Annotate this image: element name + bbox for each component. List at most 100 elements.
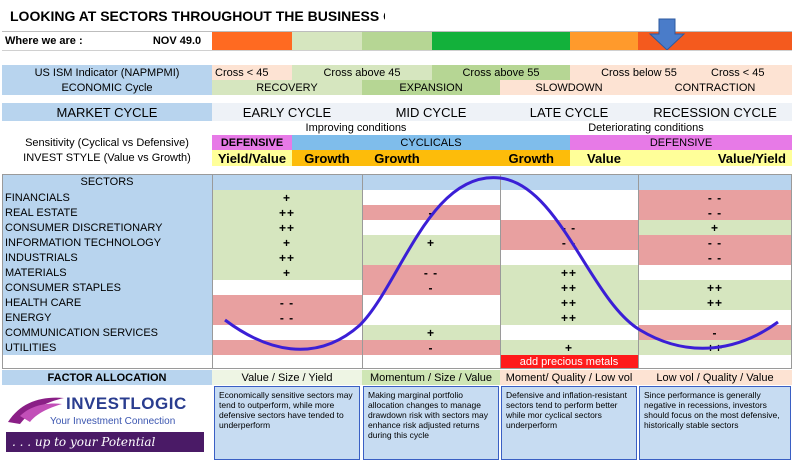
spacer-row <box>2 95 792 103</box>
sector-signal: - - <box>638 250 792 265</box>
invest-style: Value/Yield <box>638 150 792 166</box>
sector-name: INFORMATION TECHNOLOGY <box>2 235 212 250</box>
sector-name: UTILITIES <box>2 340 212 355</box>
sector-signal <box>500 325 638 340</box>
ism-value: Cross < 45 <box>708 65 792 80</box>
note-mid-cycle: Making marginal portfolio allocation cha… <box>363 386 499 460</box>
sector-signal: ++ <box>500 280 638 295</box>
sector-signal <box>500 250 638 265</box>
precious-metals-note: add precious metals <box>500 355 638 369</box>
sector-signal <box>500 205 638 220</box>
economic-phase: CONTRACTION <box>638 80 792 95</box>
grid-line <box>212 174 213 369</box>
sector-signal: ++ <box>212 220 362 235</box>
note-early-cycle: Economically sensitive sectors may tend … <box>214 386 360 460</box>
ism-value: Cross < 45 <box>212 65 292 80</box>
sector-signal: - - <box>212 295 362 310</box>
sector-signal: ++ <box>638 280 792 295</box>
sensitivity-label: Sensitivity (Cyclical vs Defensive) <box>25 136 189 149</box>
invest-style: Yield/Value <box>212 150 292 166</box>
investlogic-logo: INVESTLOGIC Your Investment Connection .… <box>4 388 209 460</box>
sector-signal <box>638 265 792 280</box>
invest-style: Growth <box>292 150 362 166</box>
market-phase: LATE CYCLE <box>500 103 638 121</box>
sector-signal: - - <box>500 235 638 250</box>
sector-signal: + <box>212 190 362 205</box>
sector-signal: - - <box>362 265 500 280</box>
sector-name: MATERIALS <box>2 265 212 280</box>
logo-slogan: . . . up to your Potential <box>6 432 204 452</box>
note-recession-cycle: Since performance is generally negative … <box>639 386 791 460</box>
sector-name: REAL ESTATE <box>2 205 212 220</box>
factor-value: Moment/ Quality / Low vol <box>500 370 638 385</box>
factor-value: Value / Size / Yield <box>212 370 362 385</box>
sector-signal <box>212 340 362 355</box>
invest-style: Value <box>570 150 638 166</box>
sectors-header-fill <box>362 174 500 190</box>
sector-signal: - - <box>638 235 792 250</box>
sector-signal: ++ <box>500 265 638 280</box>
sector-signal: ++ <box>212 250 362 265</box>
current-position-arrow-icon <box>648 18 686 51</box>
sensitivity-defensive: DEFENSIVE <box>212 135 292 150</box>
sector-signal <box>212 280 362 295</box>
factor-label: FACTOR ALLOCATION <box>2 370 212 385</box>
sector-signal: + <box>500 340 638 355</box>
sector-signal: + <box>212 265 362 280</box>
sector-signal: ++ <box>638 340 792 355</box>
sectors-header-fill <box>638 174 792 190</box>
ism-value: Cross below 55 <box>570 65 708 80</box>
invest-style: Growth <box>362 150 432 166</box>
market-phase: MID CYCLE <box>362 103 500 121</box>
sector-signal: - <box>638 325 792 340</box>
sector-signal <box>362 310 500 325</box>
sector-signal: ++ <box>212 205 362 220</box>
sector-signal: - <box>362 280 500 295</box>
sector-signal: - - <box>212 310 362 325</box>
conditions-improving: Improving conditions <box>305 122 407 134</box>
spacer-row <box>2 50 792 65</box>
sector-signal: + <box>362 325 500 340</box>
grid-line <box>362 174 363 369</box>
sector-name: CONSUMER DISCRETIONARY <box>2 220 212 235</box>
where-label: Where we are : <box>5 35 83 47</box>
sector-signal <box>638 310 792 325</box>
sector-signal <box>500 190 638 205</box>
sector-signal <box>212 325 362 340</box>
economic-phase: SLOWDOWN <box>500 80 638 95</box>
sector-signal <box>362 220 500 235</box>
sector-name: HEALTH CARE <box>2 295 212 310</box>
factor-value: Low vol / Quality / Value <box>638 370 792 385</box>
sensitivity-cyclicals: CYCLICALS <box>292 135 570 150</box>
market-label: MARKET CYCLE <box>2 103 212 121</box>
sectors-header: SECTORS <box>2 174 212 190</box>
ism-value: Cross above 55 <box>432 65 570 80</box>
phase-band-recovery <box>292 32 362 50</box>
sector-name: CONSUMER STAPLES <box>2 280 212 295</box>
phase-band-slowdown <box>570 32 638 50</box>
sector-signal: + <box>362 235 500 250</box>
economic-label: ECONOMIC Cycle <box>2 80 212 95</box>
divider <box>2 31 792 32</box>
sector-name: COMMUNICATION SERVICES <box>2 325 212 340</box>
sector-signal: - <box>362 340 500 355</box>
sector-signal <box>362 295 500 310</box>
sector-signal: ++ <box>500 310 638 325</box>
sector-signal <box>362 250 500 265</box>
invest-style: Growth <box>432 150 570 166</box>
swoosh-icon <box>8 397 64 424</box>
sector-name: ENERGY <box>2 310 212 325</box>
sector-signal: - <box>362 205 500 220</box>
logo-name: INVESTLOGIC <box>66 394 187 413</box>
economic-phase: RECOVERY <box>212 80 362 95</box>
ism-value: Cross above 45 <box>292 65 432 80</box>
page-title: LOOKING AT SECTORS THROUGHOUT THE BUSINE… <box>10 8 385 24</box>
market-phase: RECESSION CYCLE <box>638 103 792 121</box>
sectors-header-fill <box>212 174 362 190</box>
phase-band-early <box>212 32 292 50</box>
grid-line <box>638 174 639 369</box>
logo-tagline: Your Investment Connection <box>50 416 176 427</box>
phase-band-expansion <box>362 32 432 50</box>
conditions-deteriorating: Deteriorating conditions <box>588 122 704 134</box>
sector-signal: - - <box>638 190 792 205</box>
